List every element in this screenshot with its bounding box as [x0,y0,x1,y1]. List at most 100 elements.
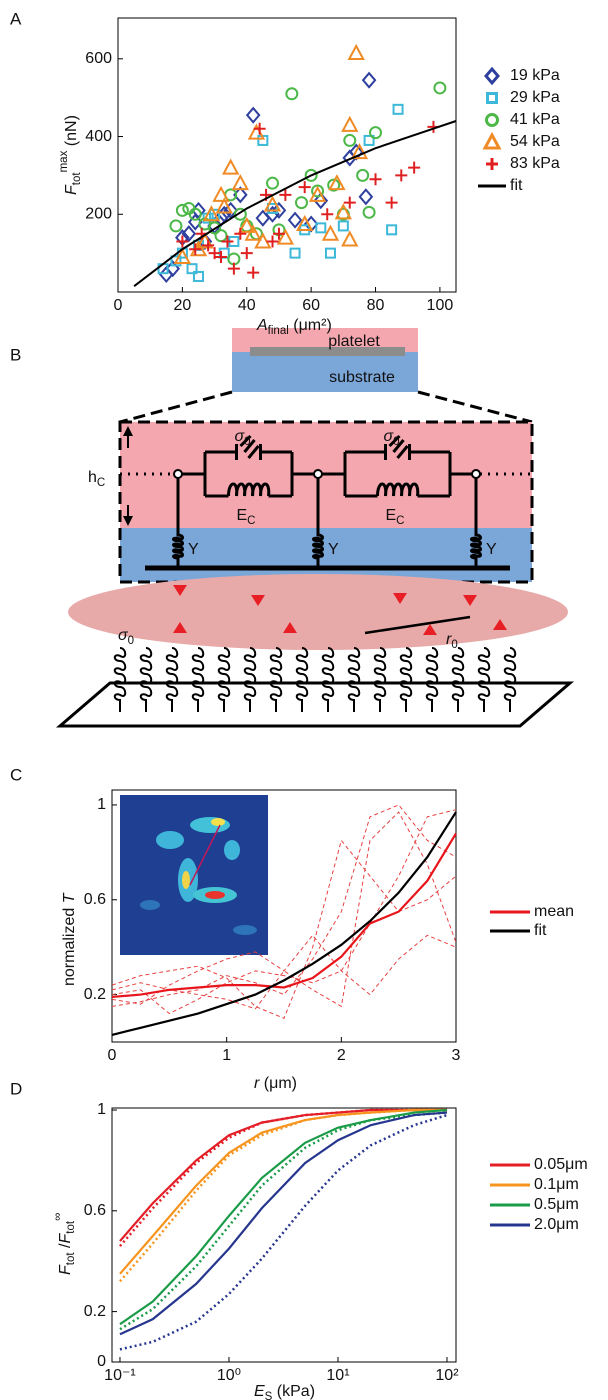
gel-bar [250,347,405,356]
spring [243,647,257,712]
legend-label: 0.5μm [534,1196,579,1213]
dotted-line [119,1113,448,1351]
diamond-marker [223,201,238,219]
plus-marker [279,188,292,201]
plus-marker [408,161,421,174]
triangle-marker [276,228,295,245]
radius-label: r0 [446,631,458,651]
text-part: 0 [451,639,457,651]
legend-label: 2.0μm [534,1216,579,1233]
spring [191,647,205,712]
plus-marker [385,196,398,209]
plus-marker [272,227,285,240]
panel-label: A [10,9,22,28]
x-tick-label: 0 [108,1047,117,1064]
text-part: r [254,1075,260,1092]
plot-frame [117,17,457,293]
plus-marker [247,266,260,279]
coil-element [227,482,271,497]
y-tick-label: 0.2 [84,1303,106,1320]
spring [295,647,309,712]
diamond-marker [181,225,197,243]
plus-marker [189,243,202,256]
modulus-label: EC [237,507,256,527]
node [471,469,481,479]
fit-line [133,120,457,287]
x-tick-label: 0 [114,297,123,314]
sigma-label: σ0 [118,627,134,647]
force-arrow [423,624,437,635]
y-axis-label: normalized T [61,892,78,986]
text-part: tot [71,172,83,186]
x-tick-label: 3 [452,1047,461,1064]
spring [373,647,387,712]
text-part: (μm²) [289,317,332,334]
y-tick-label: 400 [85,128,112,145]
x-tick-label: 10¹ [326,1367,349,1384]
square-marker [392,103,404,115]
spring [113,647,127,712]
heat-blob [140,900,160,910]
text-part: C [97,477,105,489]
force-arrow [493,619,507,630]
spring [172,478,184,568]
text-part: (kPa) [272,1383,315,1400]
substrate-label: substrate [329,369,395,386]
text-part: 0 [128,635,134,647]
triangle-marker [238,216,256,233]
text-part: S [265,1391,273,1400]
spring [477,647,491,712]
square-marker [386,224,398,236]
spring [165,647,179,712]
text-part: / [57,1243,74,1252]
plus-marker [343,196,356,209]
heat-blob [156,831,184,849]
panel-label: C [10,765,22,784]
spring [312,478,324,568]
legend-marker [486,158,498,170]
plus-marker [208,247,221,260]
dotted-line [119,1108,447,1283]
text-part: E [386,507,397,524]
h-arrow-head [123,516,133,526]
y-tick-label: 600 [85,50,112,67]
text-part: C [396,515,404,527]
spring [425,647,439,712]
text-part: F [63,184,80,195]
spring [399,647,413,712]
square-marker [267,202,279,214]
plot-frame [111,789,457,1043]
plus-marker [395,169,408,182]
cell-layer [120,422,532,530]
panel-label: B [10,345,21,364]
triangle-marker [347,43,365,60]
substrate-region [120,528,532,582]
circle-marker [175,203,189,217]
x-tick-label: 10⁻¹ [104,1367,136,1384]
x-tick-label: 60 [302,297,320,314]
trace-line [111,809,457,1015]
force-arrow [463,595,477,606]
panel-label: D [10,1079,22,1098]
x-axis-label: Afinal (μm²) [256,317,332,337]
legend-label: fit [510,177,523,194]
diamond-marker [287,211,303,229]
circle-marker [369,126,383,140]
circle-marker [362,205,376,219]
legend-label: 0.1μm [534,1176,579,1193]
text-part: tot [65,1220,77,1234]
force-arrow [251,595,265,606]
circle-marker [433,81,447,95]
text-part: F [57,1264,74,1275]
series-line [119,1108,447,1242]
text-part: 0 [244,436,250,448]
plus-marker [227,262,240,275]
text-part: F [57,1233,74,1244]
friction-element [235,434,262,460]
x-tick-label: 100 [427,297,454,314]
plus-marker [298,181,311,194]
spring [217,647,231,712]
circle-marker [208,221,222,235]
legend-label: 83 kPa [510,155,560,172]
legend-label: fit [534,922,547,939]
